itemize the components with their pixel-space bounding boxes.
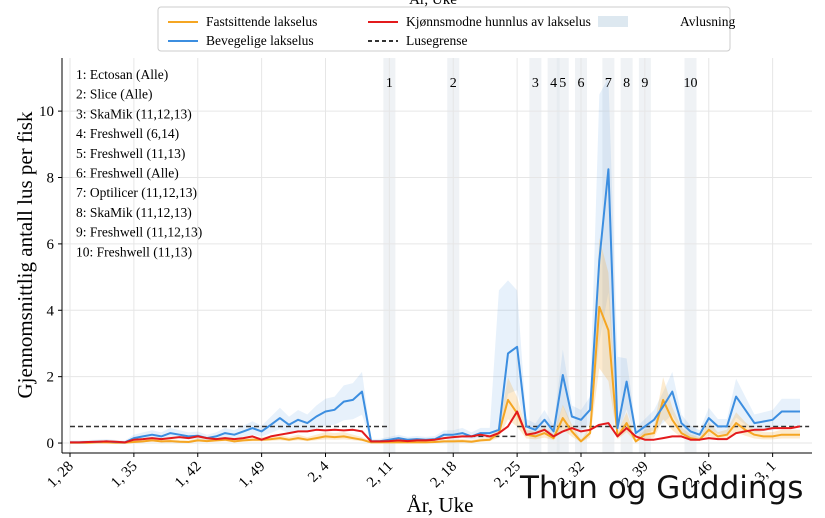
y-axis-label: Gjennomsnittlig antall lus per fisk (13, 111, 37, 398)
y-tick-label-0: 0 (47, 436, 55, 452)
treatment-number-5: 5 (559, 76, 566, 91)
x-tick-label-1: 1, 35 (108, 459, 141, 492)
treatment-numbers: 1 2 3 4 5 6 7 8 9 10 (386, 76, 698, 91)
legend-label-1: Kjønnsmodne hunnlus av lakselus (406, 14, 591, 29)
legend-label-3: Bevegelige lakselus (206, 33, 314, 48)
treatment-bands (383, 58, 697, 453)
annotation-6: 6: Freshwell (Alle) (76, 166, 179, 181)
treatment-number-2: 2 (450, 76, 457, 91)
treatment-band-4 (547, 58, 560, 453)
annotation-4: 4: Freshwell (6,14) (76, 126, 179, 141)
legend-box (157, 6, 731, 52)
chart-title-partial: År, Uke (409, 0, 457, 8)
x-axis-label: År, Uke (407, 493, 474, 517)
treatment-band-8 (620, 58, 633, 453)
grid (62, 58, 812, 453)
treatment-number-3: 3 (532, 76, 539, 91)
treatment-number-8: 8 (623, 76, 630, 91)
annotation-7: 7: Optilicer (11,12,13) (76, 185, 197, 200)
x-tick-label-3: 1, 49 (236, 459, 269, 492)
y-tick-label-6: 6 (47, 237, 55, 253)
annotation-10: 10: Freshwell (11,13) (76, 244, 192, 259)
treatment-band-3 (529, 58, 542, 453)
series-line-2 (70, 410, 801, 444)
treatment-band-10 (684, 58, 697, 453)
legend-label-2: Avlusning (680, 14, 736, 29)
x-tick-label-0: 1, 28 (44, 459, 77, 492)
legend: Fastsittende lakselus Kjønnsmodne hunnlus… (157, 6, 736, 52)
treatment-number-4: 4 (550, 76, 557, 91)
annotation-1: 1: Ectosan (Alle) (76, 67, 168, 82)
x-tick-label-2: 1, 42 (172, 459, 205, 492)
annotation-3: 3: SkaMik (11,12,13) (76, 106, 192, 121)
treatment-number-9: 9 (641, 76, 648, 91)
x-tick-label-5: 2, 11 (364, 459, 396, 491)
legend-label-4: Lusegrense (406, 33, 467, 48)
treatment-number-1: 1 (386, 76, 393, 91)
series-line-1 (70, 305, 800, 444)
annotation-2: 2: Slice (Alle) (76, 87, 152, 102)
legend-label-0: Fastsittende lakselus (206, 14, 317, 29)
x-tick-label-6: 2, 18 (428, 459, 461, 492)
y-tick-label-2: 2 (47, 370, 55, 386)
annotation-5: 5: Freshwell (11,13) (76, 146, 185, 161)
legend-swatch-2 (598, 16, 628, 27)
annotation-9: 9: Freshwell (11,12,13) (76, 225, 202, 240)
y-tick-label-8: 8 (47, 170, 55, 186)
y-tick-label-4: 4 (47, 303, 55, 319)
series-lines (70, 168, 810, 444)
treatment-number-10: 10 (684, 76, 698, 91)
treatment-number-6: 6 (578, 76, 585, 91)
treatment-band-5 (556, 58, 569, 453)
annotation-8: 8: SkaMik (11,12,13) (76, 205, 192, 220)
treatment-number-7: 7 (605, 76, 612, 91)
treatment-annotations: 1: Ectosan (Alle) 2: Slice (Alle) 3: SkaMi… (76, 67, 202, 259)
x-tick-label-4: 2, 4 (305, 458, 333, 486)
y-tick-label-10: 10 (39, 104, 54, 120)
watermark-text: Thun og Guddings (520, 470, 804, 506)
